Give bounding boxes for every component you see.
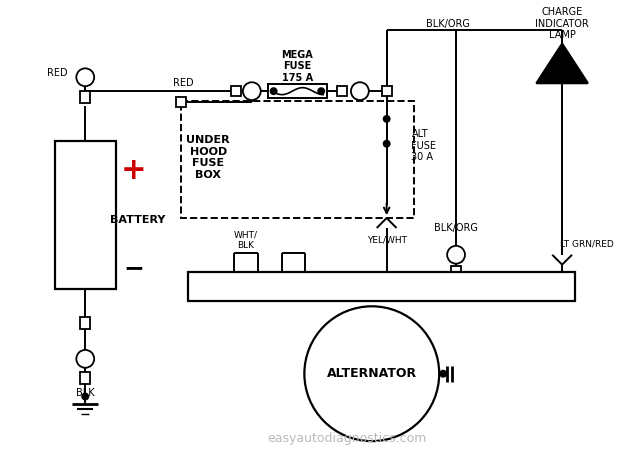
- Bar: [231, 86, 241, 96]
- Bar: [451, 266, 461, 275]
- Circle shape: [304, 306, 439, 441]
- Circle shape: [271, 88, 277, 94]
- Circle shape: [77, 68, 94, 86]
- Text: −: −: [124, 256, 145, 279]
- Circle shape: [243, 82, 261, 100]
- Bar: [268, 84, 327, 98]
- Text: RED: RED: [173, 78, 193, 88]
- Bar: [80, 91, 90, 103]
- Text: YEL/WHT: YEL/WHT: [366, 235, 407, 244]
- Circle shape: [318, 88, 324, 94]
- Text: CHARGE
INDICATOR
LAMP: CHARGE INDICATOR LAMP: [535, 7, 589, 40]
- Bar: [54, 141, 116, 289]
- Bar: [182, 101, 415, 218]
- Text: +: +: [121, 156, 146, 185]
- Text: A: A: [383, 274, 391, 284]
- Circle shape: [77, 350, 94, 368]
- Bar: [337, 86, 347, 96]
- Text: A: A: [556, 57, 569, 75]
- Text: S: S: [227, 274, 235, 284]
- Text: BLK/ORG: BLK/ORG: [426, 19, 470, 29]
- Text: RED: RED: [47, 68, 67, 78]
- Polygon shape: [536, 44, 588, 83]
- Text: easyautodiagnostics.com: easyautodiagnostics.com: [268, 432, 426, 445]
- Text: LT GRN/RED: LT GRN/RED: [560, 239, 614, 248]
- Text: MEGA
FUSE
175 A: MEGA FUSE 175 A: [282, 50, 313, 83]
- Text: WHT/
BLK: WHT/ BLK: [234, 230, 258, 250]
- Text: UNDER
HOOD
FUSE
BOX: UNDER HOOD FUSE BOX: [187, 135, 230, 180]
- Circle shape: [447, 246, 465, 264]
- Bar: [177, 97, 187, 107]
- Text: I: I: [561, 274, 564, 284]
- Text: ALTERNATOR: ALTERNATOR: [327, 367, 417, 380]
- Circle shape: [82, 394, 88, 400]
- Text: BLK: BLK: [76, 387, 95, 397]
- Text: BATTERY: BATTERY: [110, 215, 166, 225]
- Circle shape: [351, 82, 369, 100]
- Text: S: S: [304, 274, 311, 284]
- Bar: [80, 317, 90, 329]
- Circle shape: [440, 371, 446, 377]
- Circle shape: [384, 141, 389, 147]
- Circle shape: [384, 116, 389, 122]
- Text: B+: B+: [434, 274, 450, 284]
- Text: BLK/ORG: BLK/ORG: [434, 223, 478, 233]
- Bar: [188, 272, 575, 302]
- Bar: [382, 86, 392, 96]
- Text: ALT
FUSE
30 A: ALT FUSE 30 A: [412, 129, 436, 162]
- Bar: [80, 372, 90, 384]
